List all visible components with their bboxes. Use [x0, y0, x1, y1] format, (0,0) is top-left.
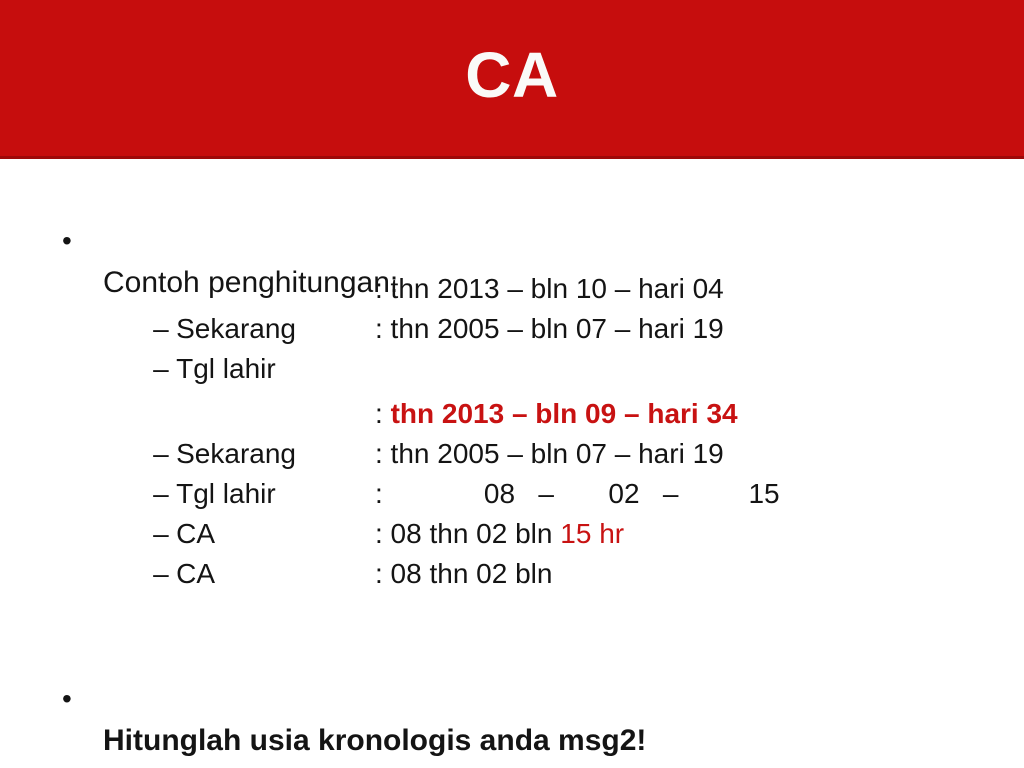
slide-title: CA: [465, 39, 559, 111]
dash-marker: –: [153, 558, 169, 589]
bullet-icon: •: [62, 683, 72, 714]
slide-title-banner: CA: [0, 0, 1024, 159]
row-value: : 08 thn 02 bln 15 hr: [375, 514, 624, 554]
row-value-accent: thn 2013 – bln 09 – hari 34: [390, 398, 738, 429]
row-label: CA: [176, 518, 216, 549]
row-value-text: : thn 2005 – bln 07 – hari 19: [375, 438, 724, 469]
bullet-text: Hitunglah usia kronologis anda msg2!: [103, 724, 647, 757]
row-label: Sekarang: [176, 438, 296, 469]
bullet-icon: •: [62, 225, 72, 256]
row-value: : thn 2005 – bln 07 – hari 19: [375, 434, 724, 474]
row-value: : thn 2013 – bln 09 – hari 34: [375, 394, 738, 434]
row-label: Sekarang: [176, 313, 296, 344]
bullet-item-contoh: • Contoh penghitungan:: [0, 178, 1024, 299]
detail-row-ca-final: : 08 thn 02 bln: [0, 554, 1024, 594]
detail-row-tgl-lahir-2: – Tgl lahir : thn 2005 – bln 07 – hari 19: [0, 434, 1024, 509]
detail-row-tgl-lahir-1: – Tgl lahir : thn 2005 – bln 07 – hari 19: [0, 309, 1024, 384]
row-value: : thn 2013 – bln 10 – hari 04: [375, 269, 724, 309]
row-label: Tgl lahir: [176, 478, 276, 509]
row-value-text: :: [375, 398, 391, 429]
row-value-text: : 08 – 02 – 15: [375, 478, 780, 509]
detail-row-sekarang-1: – Sekarang : thn 2013 – bln 10 – hari 04: [0, 269, 1024, 344]
detail-row-sekarang-2: – Sekarang : thn 2013 – bln 09 – hari 34: [0, 394, 1024, 469]
row-value-text: : thn 2013 – bln 10 – hari 04: [375, 273, 724, 304]
detail-row-ca-spread: – CA : 08 – 02 – 15: [0, 474, 1024, 549]
row-value: : 08 thn 02 bln: [375, 554, 552, 594]
row-value: : 08 – 02 – 15: [375, 474, 780, 514]
row-value-text: : 08 thn 02 bln: [375, 518, 561, 549]
dash-marker: –: [153, 518, 169, 549]
dash-marker: –: [153, 313, 169, 344]
bullet-item-hitunglah: • Hitunglah usia kronologis anda msg2!: [0, 636, 1024, 757]
dash-marker: –: [153, 478, 169, 509]
row-label: CA: [176, 558, 216, 589]
row-label: Tgl lahir: [176, 353, 276, 384]
dash-marker: –: [153, 438, 169, 469]
row-value: : thn 2005 – bln 07 – hari 19: [375, 309, 724, 349]
dash-marker: –: [153, 353, 169, 384]
bullet-text: Contoh penghitungan:: [103, 266, 399, 299]
row-value-text: : thn 2005 – bln 07 – hari 19: [375, 313, 724, 344]
row-value-text: : 08 thn 02 bln: [375, 558, 553, 589]
row-value-accent: 15 hr: [560, 518, 625, 549]
detail-row-ca-result: – CA : 08 thn 02 bln 15 hr: [0, 514, 1024, 589]
